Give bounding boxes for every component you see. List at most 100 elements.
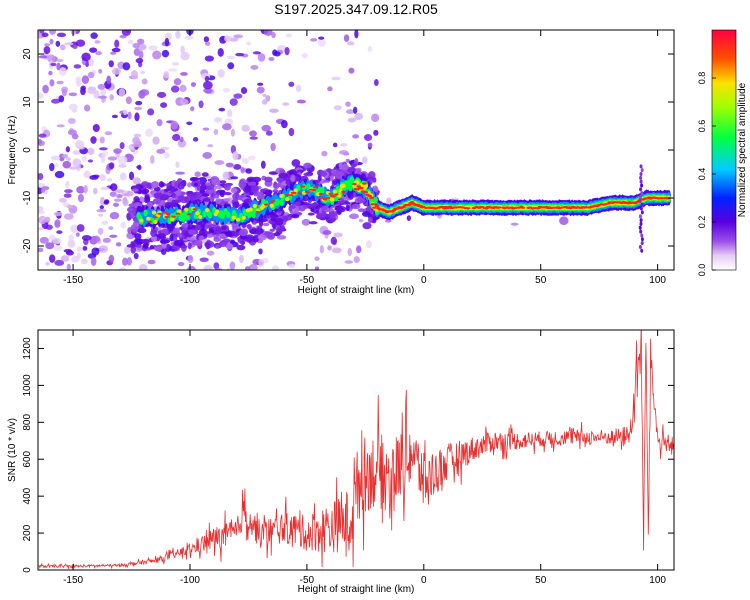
- spectrogram-ridge-cell: [318, 192, 324, 196]
- spectrogram-cell: [54, 219, 61, 228]
- spectrogram-cell: [83, 185, 88, 194]
- spectrogram-cell: [265, 95, 271, 102]
- spectrogram-ridge-cell: [170, 217, 175, 222]
- spectrogram-ridge-cell: [285, 193, 290, 196]
- spectrogram-cell: [137, 164, 142, 171]
- spectrogram-cell: [230, 231, 241, 237]
- spectrogram-ridge-cell: [374, 205, 380, 208]
- snr-y-axis: 0 200 400 600 800 1000 1200: [22, 337, 674, 573]
- spectrogram-cell: [152, 50, 162, 60]
- spectrogram-cell: [353, 106, 358, 114]
- spectrogram-cell: [38, 206, 44, 213]
- colorbar-ticks: 0.0 0.2 0.4 0.6 0.8: [697, 72, 716, 276]
- spectrogram-cell: [49, 38, 54, 45]
- spectrogram-cell: [48, 163, 55, 172]
- spectrogram-cell: [639, 206, 643, 211]
- snr-x-label: Height of straight line (km): [298, 584, 415, 595]
- spectrogram-cell: [358, 218, 364, 223]
- spectrogram-cell: [199, 257, 209, 263]
- spectrogram-cell: [122, 62, 131, 71]
- spectrogram-cell: [83, 170, 91, 179]
- spectrogram-cell: [91, 247, 100, 256]
- spectrogram-ridge-cell: [231, 215, 237, 220]
- spectrogram-ridge-cell: [147, 220, 152, 223]
- spectrogram-cell: [249, 130, 257, 137]
- spectrogram-ridge-cell: [163, 211, 168, 214]
- spectrogram-cell: [322, 230, 332, 235]
- spectrogram-cell: [152, 198, 162, 205]
- spectrogram-cell: [349, 213, 359, 220]
- spectrogram-cell: [193, 182, 199, 187]
- spectrogram-cell: [366, 240, 373, 249]
- spectrogram-cell: [133, 133, 142, 138]
- spectrogram-cell: [345, 101, 351, 107]
- spectrogram-cell: [244, 234, 255, 242]
- spectrogram-cell: [250, 65, 259, 70]
- spectrogram-cell: [201, 172, 209, 177]
- spectrogram-cell: [223, 183, 231, 191]
- spectrogram-cell: [56, 230, 63, 234]
- spectrogram-ridge-cell: [289, 194, 294, 197]
- spectrogram-cell: [101, 151, 109, 157]
- spectrogram-cell: [38, 92, 44, 99]
- spectrogram-cell: [240, 240, 246, 246]
- spectrogram-cell: [236, 244, 246, 251]
- spectrogram-cell: [260, 160, 266, 169]
- spectrogram-ridge-cell: [297, 192, 303, 195]
- spectrogram-cell: [43, 43, 51, 47]
- spectrogram-cell: [310, 207, 315, 213]
- spectrogram-cell: [638, 195, 642, 200]
- spectrogram-cell: [367, 142, 373, 148]
- spectrogram-cell: [75, 39, 86, 47]
- spectrogram-cell: [72, 150, 81, 155]
- spectrogram-cell: [345, 204, 350, 212]
- spectrogram-ridge-cell: [352, 182, 357, 186]
- spectrogram-cell: [50, 155, 61, 161]
- spectrogram-cell: [171, 199, 182, 204]
- spectrogram-cell: [204, 41, 211, 46]
- spectrogram-ridge-cell: [311, 188, 317, 191]
- snr-x-tick-label: -100: [180, 575, 200, 586]
- spectrogram-cell: [115, 242, 122, 247]
- spectrogram-cell: [51, 98, 61, 104]
- spectrogram-cell: [80, 258, 88, 265]
- spectrogram-cell: [249, 136, 258, 140]
- spectrogram-cell: [333, 105, 342, 111]
- spectrogram-cell: [122, 257, 128, 266]
- spectrogram-cell: [294, 201, 301, 207]
- spectrogram-cell: [340, 194, 350, 200]
- spectrogram-cell: [92, 187, 98, 195]
- spectrogram-cell: [367, 217, 373, 223]
- spectrogram-cell: [126, 244, 137, 248]
- spectrogram-cell: [352, 134, 360, 139]
- spectrogram-ridge-cell: [235, 217, 241, 222]
- spectrogram-ridge-cell: [279, 193, 284, 199]
- spectrogram-ridge-cell: [153, 219, 158, 225]
- spectrogram-cell: [282, 102, 290, 106]
- spectrogram-cell: [351, 163, 358, 167]
- spectrogram-ridge-cell: [356, 185, 362, 188]
- spectrogram-cell: [344, 260, 354, 264]
- spectrogram-ridge-cell: [293, 188, 298, 193]
- spectrogram-cell: [175, 161, 180, 169]
- spectrogram-cell: [247, 178, 254, 182]
- spectrogram-cell: [255, 227, 262, 236]
- spectrogram-cell: [238, 180, 247, 189]
- spectrogram-cell: [154, 246, 163, 252]
- spectrogram-cell: [114, 189, 125, 193]
- spectrogram-ridge-cell: [292, 191, 297, 194]
- spectrogram-ridge-cell: [177, 209, 182, 214]
- spectrogram-cell: [104, 199, 110, 204]
- spectrogram-cell: [222, 123, 232, 131]
- spectrogram-cell: [640, 241, 644, 246]
- spectrogram-cell: [257, 82, 264, 86]
- spectrogram-cell: [119, 267, 126, 270]
- spectrogram-cell: [248, 155, 256, 161]
- spectrogram-ridge-cell: [164, 216, 169, 219]
- spectrogram-cell: [639, 221, 643, 226]
- spectrogram-cell: [241, 124, 250, 132]
- spectrogram-cell: [233, 93, 243, 99]
- spectrogram-cell: [217, 48, 224, 57]
- spectrogram-ridge-cell: [332, 189, 338, 194]
- spectrogram-ridge-cell: [363, 183, 369, 189]
